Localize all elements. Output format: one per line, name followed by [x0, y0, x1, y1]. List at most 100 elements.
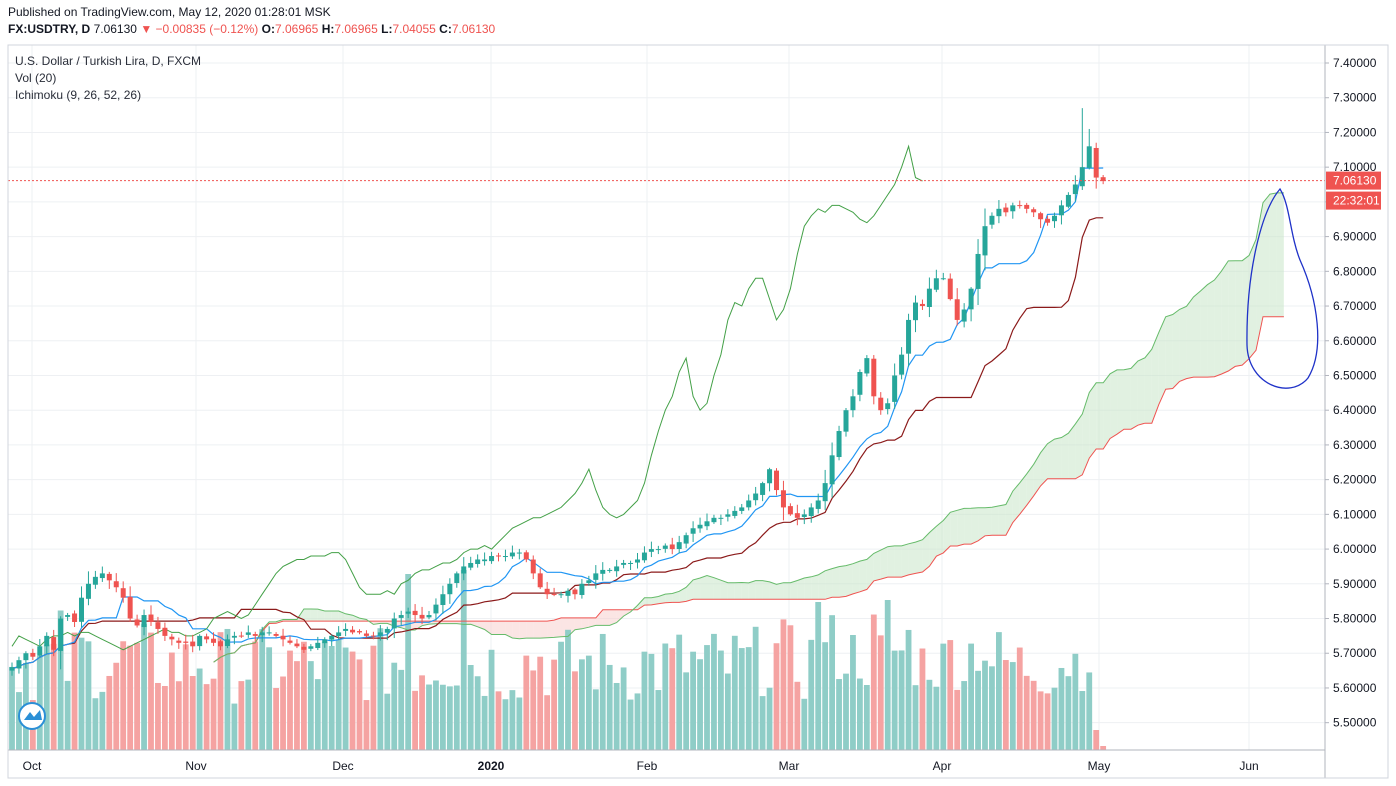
volume-bar: [189, 676, 196, 750]
cloud-segment: [707, 575, 714, 600]
candle-body: [454, 573, 460, 584]
cloud-segment: [637, 597, 645, 610]
drawing-annotation[interactable]: [1246, 187, 1319, 389]
candle-body: [294, 643, 300, 647]
candle-body: [718, 517, 724, 519]
candle-body: [621, 562, 627, 565]
candle-body: [829, 455, 835, 485]
candle-body: [468, 562, 474, 568]
volume-bar: [808, 639, 815, 750]
senkou-span-b-line: [213, 316, 1284, 663]
volume-bar: [1072, 653, 1079, 750]
x-tick-label: Feb: [637, 759, 658, 773]
volume-bar: [349, 651, 356, 750]
candle-body: [906, 319, 912, 354]
open-value: 7.06965: [274, 22, 319, 36]
volume-bar: [356, 659, 363, 750]
x-tick-label: May: [1088, 759, 1111, 773]
candle-body: [892, 375, 898, 402]
candle-body: [211, 638, 217, 643]
y-tick-label: 7.40000: [1333, 56, 1377, 70]
candle-body: [913, 302, 918, 321]
countdown-badge: [1326, 191, 1381, 210]
volume-bar: [905, 629, 912, 750]
volume-bar: [585, 655, 592, 750]
candle-body: [551, 594, 557, 596]
cloud-segment: [713, 577, 721, 600]
cloud-segment: [880, 546, 888, 580]
candle-body: [725, 514, 731, 517]
volume-bar: [433, 680, 439, 750]
cloud-segment: [1047, 439, 1055, 479]
volume-bar: [523, 655, 530, 750]
cloud-segment: [1228, 260, 1236, 372]
cloud-segment: [720, 580, 728, 600]
cloud-segment: [581, 617, 589, 629]
y-tick-label: 5.70000: [1333, 646, 1377, 660]
candle-body: [426, 615, 432, 618]
candle-body: [544, 588, 550, 595]
volume-bar: [724, 673, 731, 750]
candle-body: [683, 535, 689, 544]
candle-body: [982, 226, 988, 256]
volume-bar: [954, 689, 961, 750]
candle-body: [280, 635, 286, 640]
volume-bar: [947, 640, 954, 750]
candle-body: [690, 528, 696, 534]
cloud-segment: [658, 594, 666, 604]
candle-body: [92, 576, 98, 585]
volume-bar: [662, 643, 669, 750]
cloud-segment: [1165, 314, 1173, 390]
cloud-segment: [741, 582, 749, 600]
volume-bar: [57, 610, 64, 750]
volume-bar: [196, 668, 203, 750]
candle-body: [1052, 215, 1057, 222]
volume-bar: [155, 682, 161, 750]
candle-body: [614, 566, 620, 572]
volume-bar: [620, 667, 627, 750]
candle-body: [607, 569, 613, 571]
series-title[interactable]: U.S. Dollar / Turkish Lira, D, FXCM: [15, 54, 202, 68]
volume-bar: [335, 639, 342, 750]
candle-body: [496, 555, 501, 557]
cloud-segment: [644, 597, 652, 606]
y-tick-label: 7.10000: [1333, 160, 1377, 174]
volume-indicator-label[interactable]: Vol (20): [15, 71, 57, 85]
low-value: 7.04055: [392, 22, 436, 36]
open-label: O:: [261, 22, 275, 36]
volume-bar: [933, 686, 940, 750]
candle-body: [51, 637, 57, 650]
volume-bar: [641, 651, 648, 750]
volume-bar: [294, 661, 300, 750]
volume-bar: [495, 691, 502, 750]
candle-body: [864, 358, 870, 374]
volume-bar: [120, 641, 127, 750]
volume-bar: [370, 645, 377, 750]
volume-bar: [217, 632, 224, 750]
candle-body: [85, 583, 91, 599]
cloud-segment: [1012, 482, 1020, 523]
ichimoku-indicator-label[interactable]: Ichimoku (9, 26, 52, 26): [15, 88, 142, 102]
volume-bar: [342, 647, 349, 750]
cloud-segment: [595, 609, 603, 626]
candle-body: [65, 615, 71, 617]
candle-body: [363, 633, 369, 636]
volume-bar: [989, 666, 995, 750]
cloud-segment: [331, 610, 339, 622]
volume-bar: [1100, 746, 1107, 750]
cloud-segment: [672, 591, 680, 603]
cloud-segment: [686, 579, 694, 602]
volume-bar: [148, 632, 154, 750]
y-tick-label: 5.90000: [1333, 577, 1377, 591]
published-text: Published on TradingView.com, May 12, 20…: [8, 5, 331, 19]
candle-body: [1100, 177, 1106, 182]
y-tick-label: 7.20000: [1333, 125, 1377, 139]
cloud-segment: [1137, 357, 1145, 426]
volume-bar: [572, 671, 578, 750]
volume-bar: [134, 642, 140, 750]
volume-bar: [36, 655, 43, 750]
candle-body: [885, 403, 891, 410]
candle-body: [231, 635, 237, 638]
candle-body: [273, 634, 279, 636]
